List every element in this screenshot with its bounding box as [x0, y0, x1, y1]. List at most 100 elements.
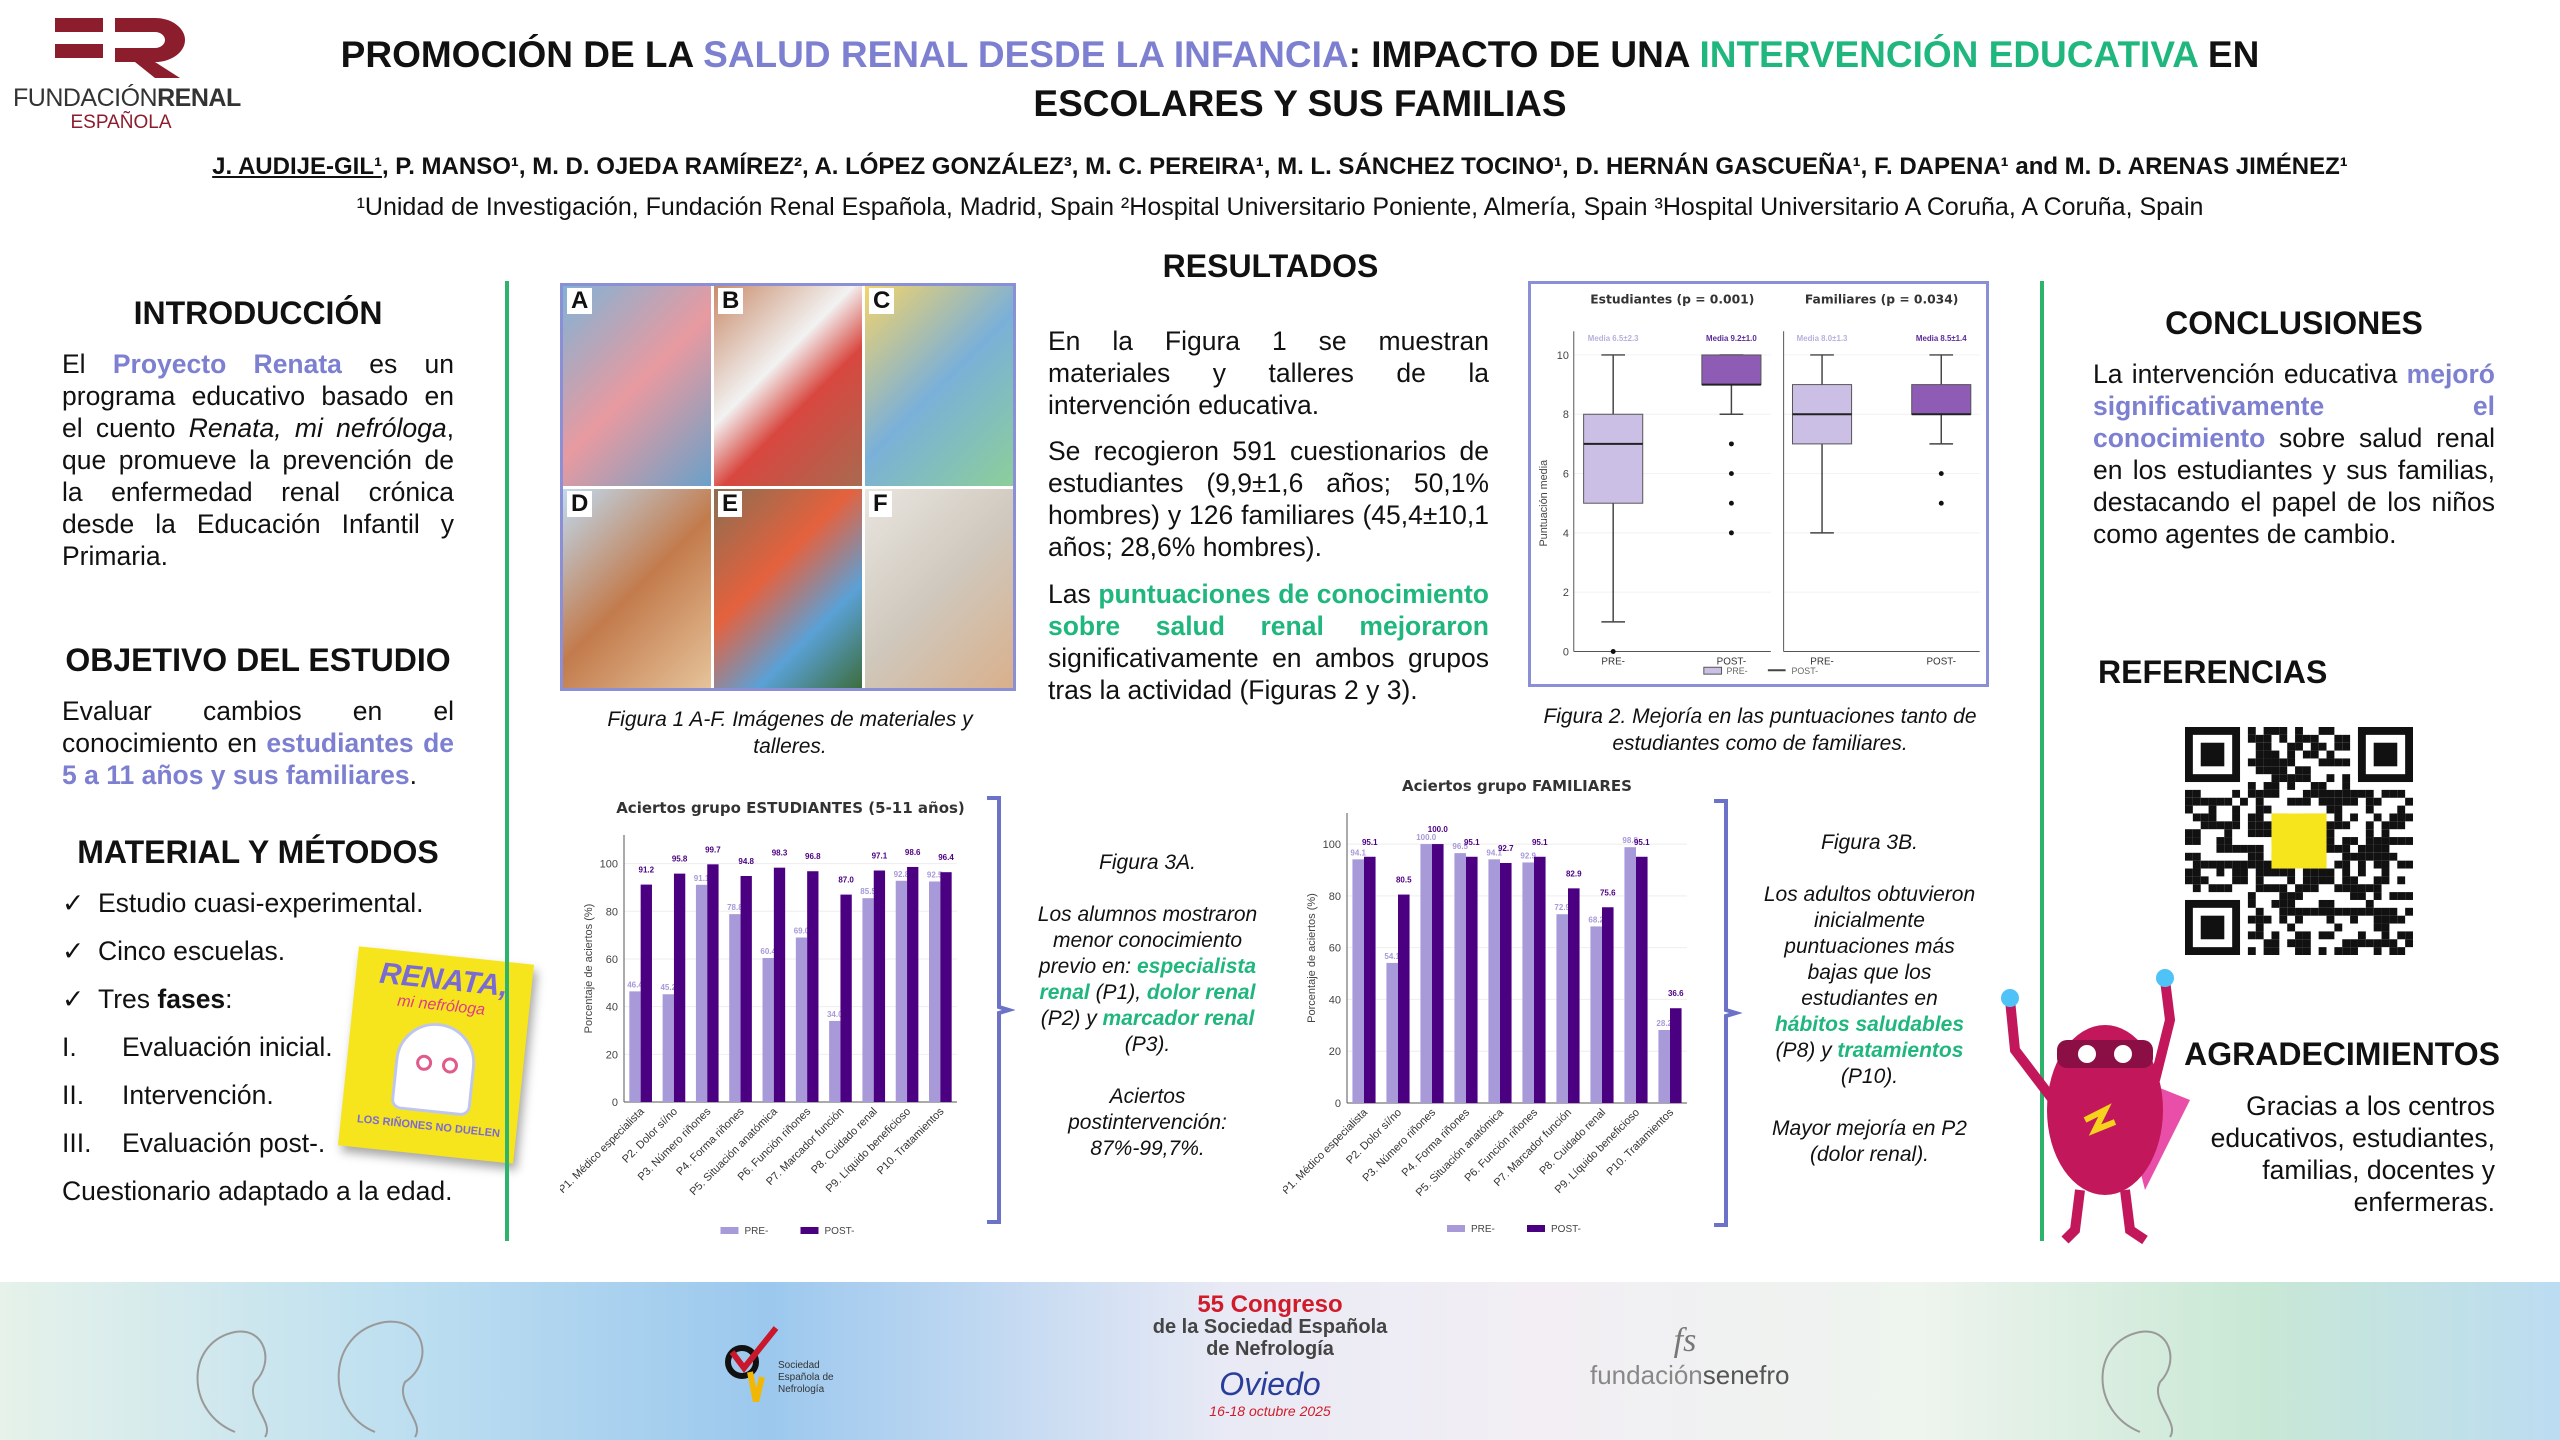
qr-module [2365, 789, 2374, 798]
qr-module [2247, 821, 2256, 830]
qr-module [2373, 907, 2382, 916]
qr-module [2365, 939, 2374, 948]
acknowledgements-text: Gracias a los centros educativos, estudi… [2210, 1091, 2495, 1217]
qr-module [2200, 821, 2209, 830]
qr-module [2271, 766, 2280, 775]
conclusions-text: La intervención educativa mejoró signifi… [2093, 358, 2495, 550]
qr-module [2381, 876, 2390, 885]
text-segment: El [62, 349, 113, 379]
pre-value-label: 60.4 [760, 947, 776, 956]
results-paragraph-3: Las puntuaciones de conocimiento sobre s… [1048, 578, 1489, 706]
post-value-label: 91.2 [639, 866, 655, 875]
qr-module [2373, 876, 2382, 885]
qr-module [2373, 860, 2382, 869]
qr-module [2342, 907, 2351, 916]
y-tick-label: 10 [1557, 350, 1569, 362]
qr-module [2350, 947, 2358, 955]
qr-module [2208, 821, 2217, 830]
qr-module [2247, 789, 2256, 798]
pre-bar [1658, 1029, 1670, 1103]
sen-logo: Sociedad Española de Nefrología [720, 1322, 860, 1412]
post-value-label: 94.8 [738, 857, 754, 866]
qr-module [2263, 782, 2272, 790]
qr-module [2381, 868, 2390, 877]
qr-module [2255, 797, 2264, 806]
list-text: Cinco escuelas. [98, 936, 286, 966]
qr-module [2232, 876, 2241, 885]
post-bar [1466, 856, 1478, 1103]
list-marker: II. [62, 1080, 85, 1110]
figure-2-boxplot: Puntuación media 0 2 4 6 8 10 Estudiantes (p = … [1528, 281, 1989, 687]
pre-bar [762, 958, 774, 1102]
qr-module [2365, 805, 2374, 814]
qr-module [2200, 797, 2209, 806]
qr-module [2397, 805, 2406, 814]
qr-module [2389, 892, 2398, 900]
list-marker: I. [62, 1032, 77, 1062]
pre-bar [1386, 962, 1398, 1103]
pre-value-label: 68.2 [1588, 915, 1604, 924]
qr-module [2389, 907, 2398, 916]
figure-1-photo-grid: A B C D E F [560, 283, 1016, 691]
qr-module [2208, 797, 2217, 806]
qr-module [2192, 813, 2201, 822]
pre-value-label: 100.0 [1416, 833, 1437, 842]
post-value-label: 96.8 [805, 852, 821, 861]
qr-module [2389, 813, 2398, 822]
qr-module [2247, 915, 2256, 924]
methods-list-item: ✓ Tres fases: [62, 984, 233, 1015]
qr-module [2326, 899, 2335, 908]
qr-module [2192, 860, 2201, 869]
qr-module [2405, 892, 2413, 900]
qr-module [2295, 892, 2303, 900]
qr-module [2263, 727, 2272, 735]
qr-module [2334, 907, 2343, 916]
text-segment: Figura 3A. Los alumnos mostraron menor c… [1037, 851, 1258, 978]
qr-module [2232, 805, 2241, 814]
qr-module [2263, 742, 2272, 751]
legend-label: PRE- [1726, 666, 1747, 676]
qr-module [2350, 892, 2358, 900]
qr-module [2381, 939, 2390, 948]
qr-module [2263, 789, 2272, 798]
qr-module [2357, 931, 2366, 940]
congress-line-3: de Nefrología [1206, 1338, 1334, 1360]
qr-module [2279, 734, 2288, 743]
qr-module [2326, 821, 2335, 830]
qr-module [2326, 797, 2335, 806]
senefro-bold: senefro [1702, 1360, 1790, 1390]
congress-logo: 55 Congreso de la Sociedad Española de N… [1150, 1293, 1390, 1422]
qr-module [2224, 884, 2233, 893]
qr-module [2263, 860, 2272, 869]
qr-module [2255, 931, 2264, 940]
qr-module [2295, 727, 2303, 735]
qr-module [2310, 789, 2319, 798]
pre-value-label: 72.9 [1554, 903, 1570, 912]
y-tick-label: 2 [1563, 587, 1569, 599]
qr-module [2397, 915, 2406, 924]
text-segment: Evaluar cambios en el conocimiento en [62, 696, 454, 758]
mean-label: Media 8.0±1.3 [1797, 334, 1848, 343]
qr-module [2342, 876, 2351, 885]
references-qr-code-icon[interactable] [2185, 727, 2413, 955]
qr-module [2310, 907, 2319, 916]
text-segment: , que promueve la prevención de la enfer… [62, 413, 454, 571]
right-divider [2040, 281, 2044, 1241]
qr-module [2247, 727, 2256, 735]
qr-module [2208, 813, 2217, 822]
qr-module [2255, 789, 2264, 798]
qr-module [2365, 907, 2374, 916]
chart-title: Aciertos grupo ESTUDIANTES (5-11 años) [616, 799, 965, 817]
post-bar [1636, 856, 1648, 1103]
post-bar [1602, 907, 1614, 1103]
qr-module [2200, 813, 2209, 822]
outlier-point [1938, 471, 1944, 477]
qr-module [2279, 774, 2288, 783]
text-segment: (P1), [1089, 981, 1147, 1004]
pre-value-label: 45.2 [660, 983, 676, 992]
qr-finder-center [2373, 742, 2398, 767]
qr-module [2255, 805, 2264, 814]
qr-module [2295, 947, 2303, 955]
qr-module [2397, 931, 2406, 940]
qr-module [2271, 884, 2280, 893]
